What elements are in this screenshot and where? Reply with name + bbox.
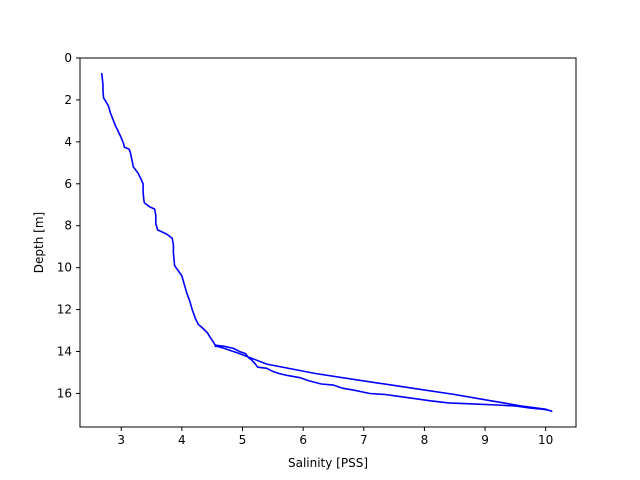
y-tick-label: 10 bbox=[57, 261, 72, 275]
y-tick-label: 4 bbox=[64, 135, 72, 149]
plot-area bbox=[101, 72, 553, 413]
y-tick-label: 14 bbox=[57, 345, 72, 359]
x-axis-label: Salinity [PSS] bbox=[288, 456, 368, 470]
y-tick-label: 6 bbox=[64, 177, 72, 191]
y-tick-label: 12 bbox=[57, 303, 72, 317]
y-tick-label: 8 bbox=[64, 219, 72, 233]
x-tick-label: 3 bbox=[117, 433, 125, 447]
salinity-depth-line bbox=[101, 72, 553, 413]
x-tick-label: 5 bbox=[239, 433, 247, 447]
y-axis-ticks: 0 2 4 6 8 10 12 14 16 bbox=[57, 51, 80, 400]
x-tick-label: 6 bbox=[299, 433, 307, 447]
x-tick-label: 7 bbox=[360, 433, 368, 447]
axes-frame bbox=[79, 57, 577, 428]
x-tick-label: 10 bbox=[538, 433, 553, 447]
y-tick-label: 0 bbox=[64, 51, 72, 65]
x-tick-label: 9 bbox=[481, 433, 489, 447]
y-tick-label: 16 bbox=[57, 386, 72, 400]
x-axis-ticks: 3 4 5 6 7 8 9 10 bbox=[117, 427, 553, 447]
y-axis-label: Depth [m] bbox=[32, 212, 46, 273]
x-tick-label: 8 bbox=[421, 433, 429, 447]
y-tick-label: 2 bbox=[64, 93, 72, 107]
x-tick-label: 4 bbox=[178, 433, 186, 447]
